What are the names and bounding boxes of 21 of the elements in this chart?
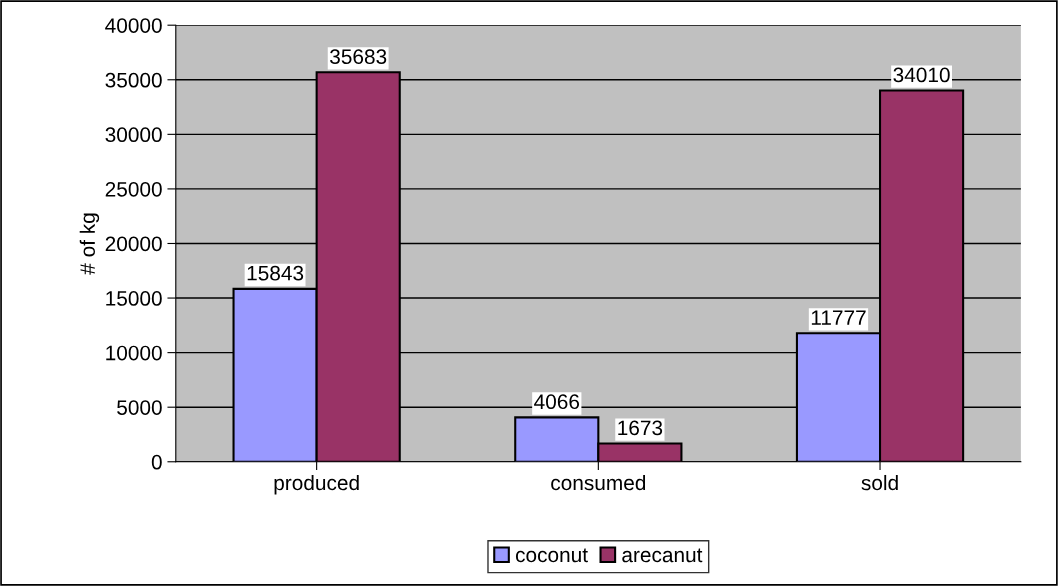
y-tick-label: 40000 xyxy=(105,18,162,33)
y-tick-label: 30000 xyxy=(105,127,162,143)
data-label: 15843 xyxy=(247,265,304,281)
y-axis-title: # of kg xyxy=(79,213,100,275)
y-tick-label: 20000 xyxy=(105,236,162,252)
x-tick-label: consumed xyxy=(551,474,646,491)
y-tick-label: 10000 xyxy=(106,345,162,361)
legend-label: coconut xyxy=(515,548,588,563)
x-tick-label: produced xyxy=(274,474,359,495)
y-tick-label: 15000 xyxy=(106,291,162,306)
y-tick-label: 5000 xyxy=(117,400,162,415)
x-tick-label: sold xyxy=(861,474,898,491)
legend-label: arecanut xyxy=(622,548,703,563)
data-label: 1673 xyxy=(618,420,663,436)
y-tick-label: 0 xyxy=(151,454,162,470)
y-tick-label: 25000 xyxy=(105,181,162,197)
data-label: 4066 xyxy=(534,394,580,410)
y-tick-label: 35000 xyxy=(105,72,162,88)
data-label: 35683 xyxy=(330,49,387,65)
data-label: 34010 xyxy=(893,67,950,83)
data-label: 11777 xyxy=(811,310,866,325)
